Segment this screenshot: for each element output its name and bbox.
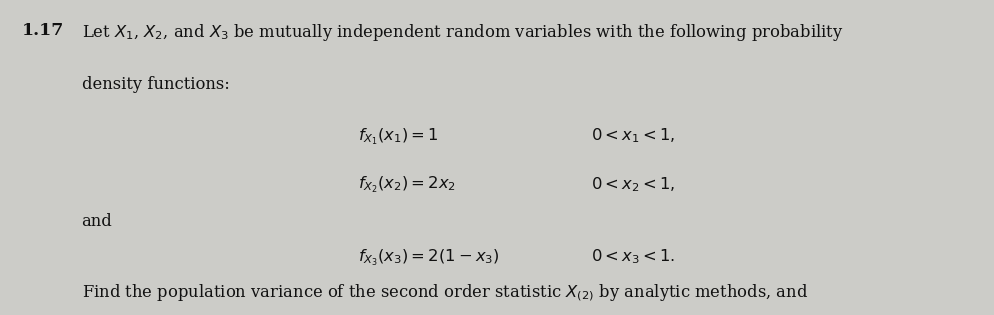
Text: Find the population variance of the second order statistic $X_{(2)}$ by analytic: Find the population variance of the seco… <box>82 282 808 302</box>
Text: $0 < x_2 < 1,$: $0 < x_2 < 1,$ <box>591 175 675 193</box>
Text: and: and <box>82 213 112 230</box>
Text: Let $X_1$, $X_2$, and $X_3$ be mutually independent random variables with the fo: Let $X_1$, $X_2$, and $X_3$ be mutually … <box>82 22 843 43</box>
Text: $f_{X_2}(x_2) = 2x_2$: $f_{X_2}(x_2) = 2x_2$ <box>358 175 456 195</box>
Text: $f_{X_1}(x_1) = 1$: $f_{X_1}(x_1) = 1$ <box>358 126 438 146</box>
Text: 1.17: 1.17 <box>22 22 65 39</box>
Text: $0 < x_3 < 1.$: $0 < x_3 < 1.$ <box>591 247 675 266</box>
Text: $f_{X_3}(x_3) = 2(1 - x_3)$: $f_{X_3}(x_3) = 2(1 - x_3)$ <box>358 247 499 268</box>
Text: density functions:: density functions: <box>82 76 230 93</box>
Text: $0 < x_1 < 1,$: $0 < x_1 < 1,$ <box>591 126 675 145</box>
